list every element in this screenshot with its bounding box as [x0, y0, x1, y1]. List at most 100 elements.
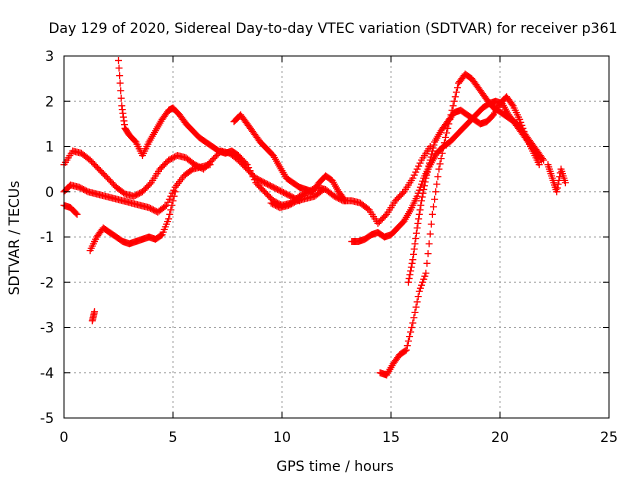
- data-point: [429, 144, 437, 152]
- series-track-b: [60, 161, 214, 216]
- data-point: [416, 159, 424, 167]
- data-point: [427, 220, 435, 228]
- data-point: [247, 170, 255, 178]
- data-point: [433, 180, 441, 188]
- data-point: [72, 209, 80, 217]
- data-point: [422, 269, 430, 277]
- data-point: [413, 165, 421, 173]
- data-point: [171, 188, 179, 196]
- data-point: [319, 185, 327, 193]
- data-point: [410, 245, 418, 253]
- data-point: [423, 259, 431, 267]
- data-point: [518, 121, 526, 129]
- data-point: [428, 210, 436, 218]
- series-track-e: [88, 308, 99, 325]
- y-tick-label: 1: [45, 140, 54, 156]
- data-point: [428, 147, 436, 155]
- data-point: [206, 161, 214, 169]
- data-point: [409, 319, 417, 327]
- data-point: [426, 230, 434, 238]
- data-point: [443, 129, 451, 137]
- data-point: [245, 164, 253, 172]
- data-point: [165, 195, 173, 203]
- data-point: [422, 174, 430, 182]
- data-point: [417, 201, 425, 209]
- data-point: [421, 272, 429, 280]
- x-tick-label: 15: [382, 430, 400, 446]
- data-point: [439, 144, 447, 152]
- y-tick-label: -3: [40, 321, 54, 337]
- data-point: [430, 141, 438, 149]
- data-point: [412, 303, 420, 311]
- data-point: [404, 337, 412, 345]
- data-point: [418, 281, 426, 289]
- data-point: [407, 328, 415, 336]
- x-tick-label: 25: [600, 430, 618, 446]
- data-point: [508, 100, 516, 108]
- data-point: [540, 156, 548, 164]
- data-point: [410, 250, 418, 258]
- data-point: [411, 308, 419, 316]
- data-point: [416, 206, 424, 214]
- data-point: [427, 153, 435, 161]
- data-point: [409, 256, 417, 264]
- x-tick-label: 0: [60, 430, 69, 446]
- y-tick-label: -4: [40, 366, 54, 382]
- series-track-c: [60, 201, 81, 218]
- data-point: [434, 173, 442, 181]
- data-point: [450, 97, 458, 105]
- data-point: [115, 57, 122, 65]
- data-point: [415, 287, 423, 295]
- data-point: [146, 180, 154, 188]
- data-point: [408, 259, 416, 267]
- data-point: [424, 250, 432, 258]
- data-point: [418, 193, 426, 201]
- data-point: [553, 184, 561, 192]
- data-point: [164, 198, 172, 206]
- series-track-k: [376, 70, 548, 379]
- data-point: [408, 324, 416, 331]
- data-point: [418, 197, 426, 205]
- data-point: [442, 133, 449, 141]
- data-point: [452, 88, 460, 96]
- data-point: [168, 201, 176, 209]
- data-point: [406, 271, 414, 279]
- data-point: [420, 275, 428, 283]
- data-point: [170, 186, 178, 194]
- series-track-a: [60, 147, 303, 205]
- data-point: [161, 202, 169, 210]
- data-point: [413, 192, 421, 200]
- series-track-d: [86, 188, 179, 255]
- data-point: [413, 298, 421, 306]
- data-point: [115, 64, 123, 72]
- data-point: [242, 159, 250, 167]
- data-point: [415, 210, 423, 218]
- data-point: [432, 188, 440, 196]
- data-point: [117, 94, 125, 102]
- data-point: [419, 278, 427, 286]
- data-point: [435, 165, 443, 173]
- data-point: [250, 176, 258, 184]
- y-tick-label: 0: [45, 185, 54, 201]
- data-point: [416, 284, 424, 292]
- data-point: [406, 333, 414, 341]
- data-point: [399, 189, 407, 197]
- data-point: [420, 185, 428, 193]
- data-point: [170, 192, 178, 200]
- data-point: [415, 215, 423, 223]
- data-point: [246, 167, 254, 175]
- data-point: [426, 159, 434, 167]
- data-point: [402, 346, 410, 354]
- y-axis-label: SDTVAR / TECUs: [7, 181, 23, 296]
- data-point: [410, 314, 418, 322]
- data-point: [419, 189, 427, 197]
- data-point: [535, 161, 543, 169]
- data-point: [426, 156, 434, 164]
- data-point: [414, 219, 422, 227]
- data-point: [449, 102, 457, 110]
- data-point: [425, 162, 433, 170]
- data-point: [410, 171, 418, 179]
- data-point: [423, 171, 431, 179]
- data-point: [165, 215, 173, 223]
